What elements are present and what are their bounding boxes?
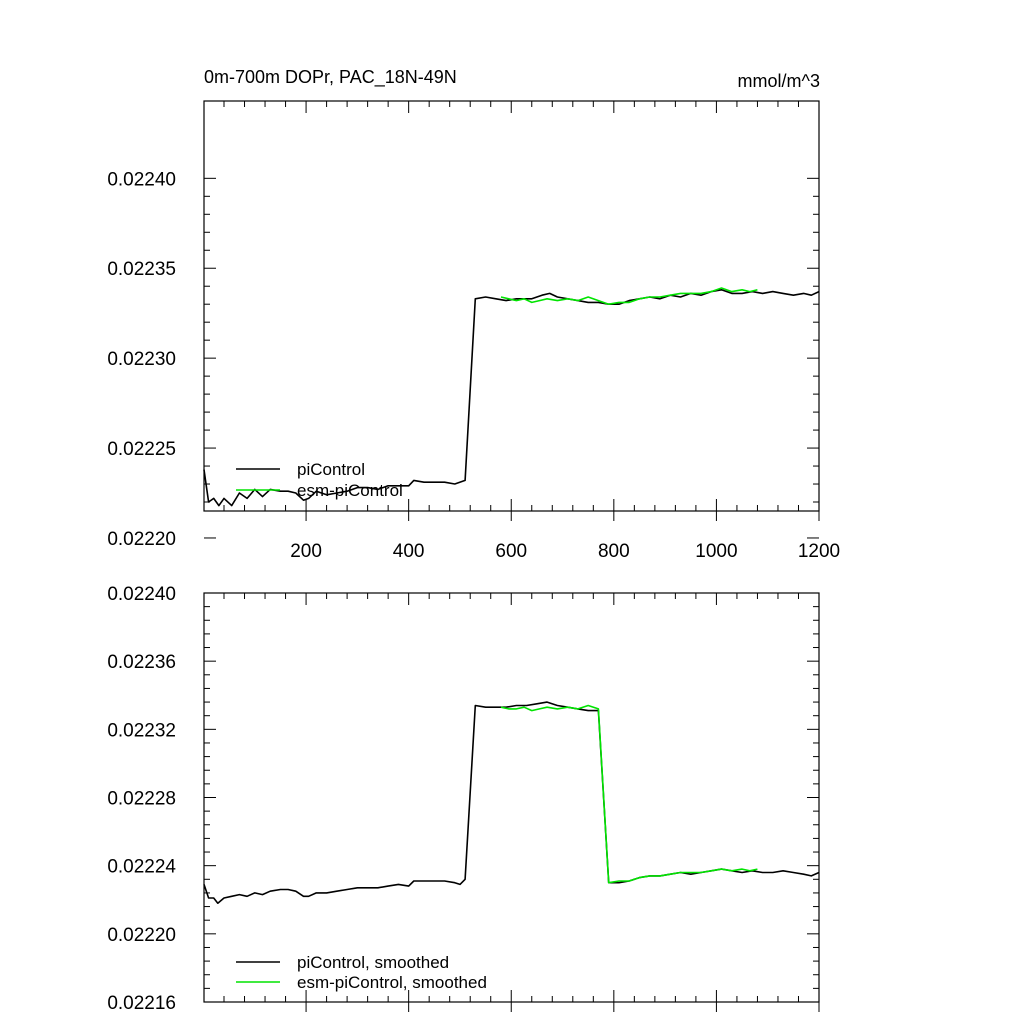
plot-frame-bottom	[203, 592, 820, 1003]
units-label: mmol/m^3	[738, 71, 820, 91]
y-tick-label: 0.02220	[107, 925, 176, 946]
y-tick-label: 0.02232	[107, 720, 176, 741]
y-tick-label: 0.02220	[107, 529, 176, 550]
y-tick-label: 0.02224	[107, 857, 176, 878]
legend-label-esm-picontrol: esm-piControl	[297, 481, 403, 500]
x-tick-label: 1000	[695, 541, 737, 562]
y-tick-label: 0.02235	[107, 259, 176, 280]
bottom-legend: piControl, smoothed esm-piControl, smoot…	[236, 953, 487, 992]
y-tick-label: 0.02228	[107, 789, 176, 810]
top-panel: 0m-700m DOPr, PAC_18N-49N mmol/m^3 0.022…	[107, 67, 840, 562]
bottom-series-lines	[203, 701, 820, 904]
y-tick-label: 0.02225	[107, 439, 176, 460]
x-tick-label: 800	[598, 541, 630, 562]
bottom-axis-ticks: 0.02216 0.02220 0.02224 0.02228 0.02232 0.022…	[107, 584, 820, 1014]
x-tick-label: 600	[495, 541, 527, 562]
y-tick-label: 0.02236	[107, 652, 176, 673]
top-series-lines	[203, 287, 820, 507]
legend-label-esm-picontrol-smoothed: esm-piControl, smoothed	[297, 973, 487, 992]
x-tick-label: 400	[393, 541, 425, 562]
x-tick-label: 200	[290, 541, 322, 562]
x-tick-label: 1200	[798, 541, 840, 562]
y-tick-label: 0.02216	[107, 993, 176, 1014]
y-tick-label: 0.02240	[107, 169, 176, 190]
legend-label-picontrol-smoothed: piControl, smoothed	[297, 953, 449, 972]
chart-title: 0m-700m DOPr, PAC_18N-49N	[204, 67, 457, 88]
legend-label-picontrol: piControl	[297, 460, 365, 479]
bottom-panel: 0.02216 0.02220 0.02224 0.02228 0.02232 0.022…	[107, 584, 820, 1014]
top-legend: piControl esm-piControl	[236, 460, 403, 500]
plot-frame-top	[203, 100, 820, 512]
series-line-esm-picontrol	[500, 287, 758, 305]
series-line-picontrol-smoothed	[203, 701, 820, 904]
series-line-esm-picontrol-smoothed	[500, 704, 758, 884]
y-tick-label: 0.02230	[107, 349, 176, 370]
top-axis-ticks: 0.02220 0.02225 0.02230 0.02235 0.02240 200 40…	[107, 101, 840, 562]
y-tick-label: 0.02240	[107, 584, 176, 605]
